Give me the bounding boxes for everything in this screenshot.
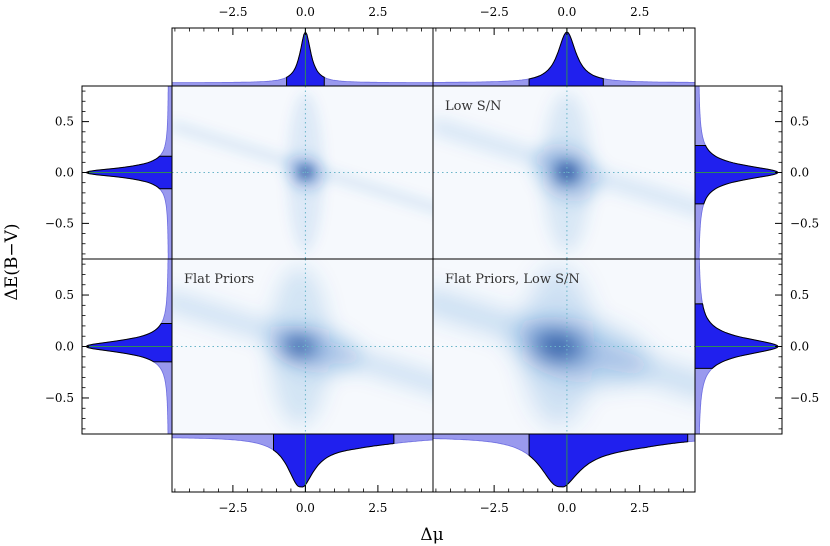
marginal-credible-interval [273,433,395,488]
left-marginal-flat-priors [82,258,173,435]
top-marginal-default [171,28,434,87]
x-tick-label: 2.5 [368,501,387,515]
y-tick-label: 0.0 [790,166,809,180]
x-tick-label: 0.0 [557,5,576,19]
density-panel-flat-priors [172,259,433,434]
density-panel-flat-priors-low-sn [433,259,695,434]
marginal-credible-interval [85,322,173,363]
x-tick-label: −2.5 [480,501,509,515]
y-tick-label: −0.5 [790,216,819,230]
density-core [534,333,583,360]
marginal-histograms [82,28,782,492]
marginal-credible-interval [528,433,689,488]
panel-label-flat-priors: Flat Priors [184,272,254,287]
y-tick-label: 0.0 [55,166,74,180]
top-marginal-low-sn [432,28,696,87]
panel-label-low-sn: Low S/N [445,99,501,114]
x-tick-label: 0.0 [296,501,315,515]
panel-label-flat-priors-low-sn: Flat Priors, Low S/N [445,272,580,287]
y-tick-label: 0.5 [790,288,809,302]
y-tick-label: −0.5 [45,391,74,405]
y-tick-label: 0.0 [790,340,809,354]
x-tick-label: 2.5 [630,5,649,19]
marginal-frame [432,433,696,493]
marginal-credible-interval [694,303,779,369]
bottom-marginal-flat-priors [171,433,434,492]
density-core [283,337,316,356]
x-tick-label: −2.5 [218,5,247,19]
marginal-credible-interval [528,31,604,87]
x-tick-label: −2.5 [218,501,247,515]
y-tick-label: 0.5 [790,115,809,129]
y-tick-label: 0.5 [55,288,74,302]
x-tick-label: 2.5 [368,5,387,19]
marginal-credible-interval [694,144,779,205]
y-tick-label: 0.5 [55,115,74,129]
right-marginal-flat-priors-low-sn [694,258,782,435]
y-tick-label: −0.5 [45,216,74,230]
density-panels [172,86,695,434]
left-marginal-default [82,85,173,260]
x-tick-label: 0.0 [557,501,576,515]
y-tick-label: −0.5 [790,391,819,405]
x-tick-label: −2.5 [480,5,509,19]
bottom-marginal-flat-priors-low-sn [432,433,696,492]
marginal-frame [432,27,696,87]
x-axis-label: Δμ [420,525,443,545]
density-panel-low-sn [433,86,695,259]
x-tick-label: 2.5 [630,501,649,515]
y-tick-label: 0.0 [55,340,74,354]
panel-labels: Low S/N Flat Priors Flat Priors, Low S/N [184,99,580,287]
right-marginal-low-sn [694,85,782,260]
density-panel-default [172,86,433,259]
y-axis-label: ΔE(B−V) [2,224,22,301]
x-tick-label: 0.0 [296,5,315,19]
axis-ticks: −2.5 0.0 2.5 −2.5 0.0 2.5 −2.5 0.0 2.5 −2.5 0.0 2.5… [45,5,819,515]
